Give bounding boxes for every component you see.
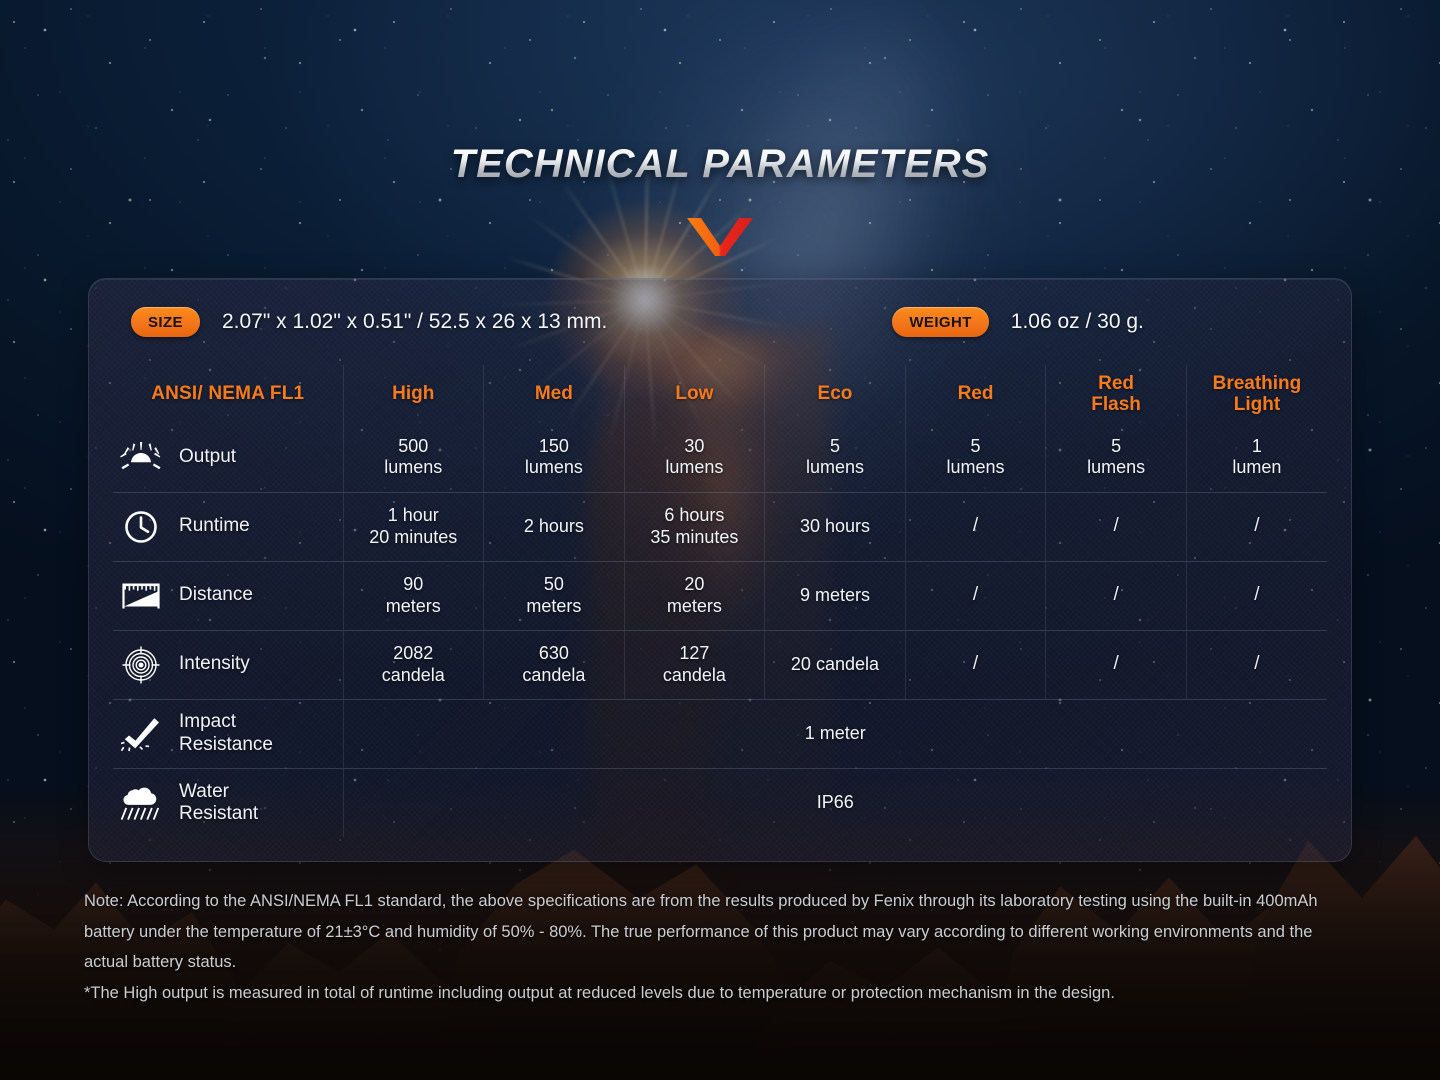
column-header-standard: ANSI/ NEMA FL1 (151, 383, 305, 405)
chevron-down-icon (687, 218, 753, 256)
weight-badge: WEIGHT (892, 307, 989, 337)
table-cell: 90 meters (342, 561, 484, 631)
column-header-red-flash: Red Flash (1045, 365, 1187, 423)
table-cell: / (1045, 492, 1187, 562)
column-header-red: Red (904, 365, 1046, 423)
table-cell: 20 meters (623, 561, 765, 631)
spec-panel: SIZE 2.07" x 1.02" x 0.51" / 52.5 x 26 x… (88, 278, 1352, 862)
table-cell: 20 candela (764, 630, 906, 700)
table-cell: / (904, 561, 1046, 631)
row-label: Runtime (179, 515, 250, 537)
column-header-breathing-light: Breathing Light (1185, 365, 1327, 423)
clock-icon (119, 507, 163, 547)
row-label: Water Resistant (179, 780, 259, 824)
table-cell: 50 meters (483, 561, 625, 631)
row-label-cell: Runtime (113, 492, 343, 562)
footnote-line-1: Note: According to the ANSI/NEMA FL1 sta… (84, 892, 1318, 972)
table-row: Impact Resistance 1 meter (113, 699, 1327, 769)
table-cell: 630 candela (483, 630, 625, 700)
table-cell: 5 lumens (1045, 423, 1187, 493)
table-row: Water Resistant IP66 (113, 768, 1327, 837)
table-cell: / (1045, 630, 1187, 700)
table-body: Output 500 lumens 150 lumens 30 lumens 5 lum… (113, 423, 1327, 837)
table-header-row: ANSI/ NEMA FL1 High Med Low Eco Red Red … (113, 365, 1327, 423)
table-cell: 127 candela (623, 630, 765, 700)
rain-cloud-icon (119, 783, 163, 823)
weight-value: 1.06 oz / 30 g. (1010, 310, 1144, 333)
size-badge: SIZE (131, 307, 200, 337)
column-header-high: High (342, 365, 484, 423)
column-header-low: Low (623, 365, 765, 423)
row-label-cell: Distance (113, 561, 343, 631)
table-cell: 1 hour 20 minutes (342, 492, 484, 562)
size-value: 2.07" x 1.02" x 0.51" / 52.5 x 26 x 13 m… (221, 310, 608, 333)
target-icon (119, 645, 163, 685)
table-cell: 5 lumens (764, 423, 906, 493)
page-title: TECHNICAL PARAMETERS (0, 142, 1440, 187)
row-label-cell: Water Resistant (113, 768, 343, 837)
technical-parameters-table: ANSI/ NEMA FL1 High Med Low Eco Red Red … (113, 365, 1327, 837)
row-span-value: 1 meter (342, 699, 1327, 769)
table-cell: 6 hours 35 minutes (623, 492, 765, 562)
table-header: ANSI/ NEMA FL1 High Med Low Eco Red Red … (113, 365, 1327, 423)
size-weight-strip: SIZE 2.07" x 1.02" x 0.51" / 52.5 x 26 x… (89, 279, 1351, 365)
table-cell: / (904, 492, 1046, 562)
row-label-cell: Impact Resistance (113, 699, 343, 769)
sunburst-icon (119, 437, 163, 477)
table-cell: 9 meters (764, 561, 906, 631)
column-header-med: Med (483, 365, 625, 423)
table-row: Output 500 lumens 150 lumens 30 lumens 5 lum… (113, 423, 1327, 493)
size-spec: SIZE 2.07" x 1.02" x 0.51" / 52.5 x 26 x… (131, 307, 607, 337)
row-label: Output (179, 446, 237, 468)
ground-haze (0, 850, 1440, 1080)
beam-ruler-icon (119, 576, 163, 616)
table-cell: 1 lumen (1185, 423, 1327, 493)
table-cell: / (1045, 561, 1187, 631)
table-row: Distance 90 meters 50 meters 20 meters 9 met… (113, 561, 1327, 631)
weight-spec: WEIGHT 1.06 oz / 30 g. (892, 307, 1144, 337)
row-label-cell: Intensity (113, 630, 343, 700)
table-cell: / (1185, 561, 1327, 631)
table-cell: 30 lumens (623, 423, 765, 493)
table-cell: 500 lumens (342, 423, 484, 493)
table-cell: 150 lumens (483, 423, 625, 493)
table-row: Intensity 2082 candela 630 candela 127 cand… (113, 630, 1327, 700)
table-cell: / (1185, 492, 1327, 562)
table-cell: 2 hours (483, 492, 625, 562)
column-header-eco: Eco (764, 365, 906, 423)
impact-check-icon (119, 714, 163, 754)
table-cell: 2082 candela (342, 630, 484, 700)
row-label: Intensity (179, 653, 250, 675)
row-label-cell: Output (113, 423, 343, 493)
table-cell: / (904, 630, 1046, 700)
table-cell: 30 hours (764, 492, 906, 562)
row-label: Impact Resistance (179, 711, 273, 755)
table-cell: 5 lumens (904, 423, 1046, 493)
row-span-value: IP66 (342, 768, 1327, 837)
footnote: Note: According to the ANSI/NEMA FL1 sta… (84, 886, 1356, 1009)
row-label: Distance (179, 584, 253, 606)
table-row: Runtime 1 hour 20 minutes 2 hours 6 hours 3… (113, 492, 1327, 562)
table-cell: / (1185, 630, 1327, 700)
footnote-line-2: *The High output is measured in total of… (84, 984, 1115, 1003)
